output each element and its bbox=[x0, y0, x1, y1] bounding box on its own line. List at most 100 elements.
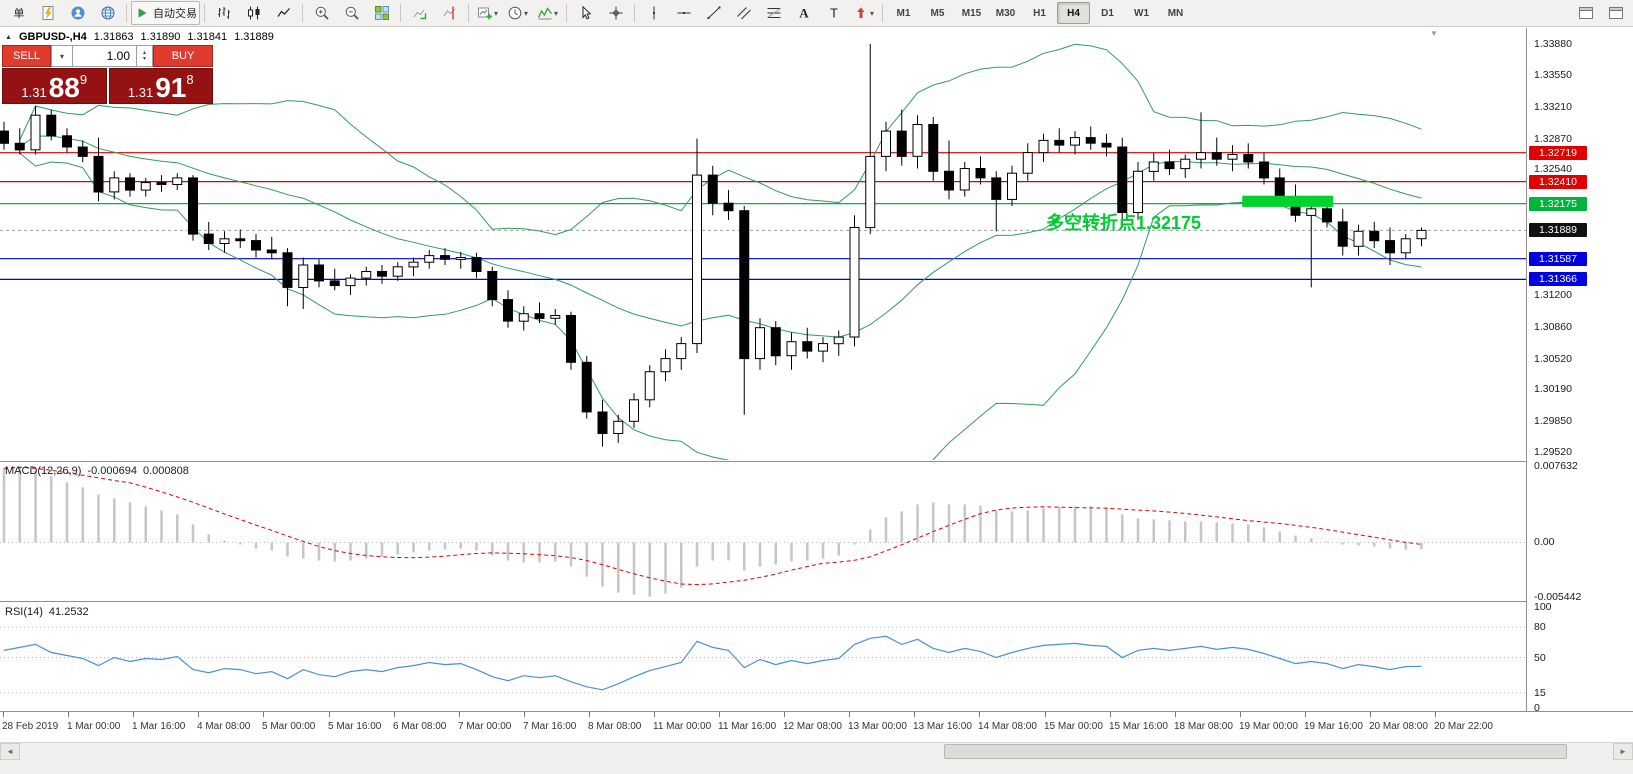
time-tick bbox=[68, 712, 69, 717]
toolbar-separator bbox=[204, 4, 205, 22]
toolbar-separator bbox=[882, 4, 883, 22]
arrows-tool-button[interactable]: ▾ bbox=[849, 1, 878, 25]
buy-button[interactable]: BUY bbox=[153, 45, 213, 67]
vline-icon bbox=[646, 5, 662, 21]
buy-price-display[interactable]: 1.31 91 8 bbox=[108, 68, 213, 104]
tile-windows-button[interactable] bbox=[367, 1, 396, 25]
timeframe-h1[interactable]: H1 bbox=[1033, 7, 1046, 19]
channel-tool-button[interactable] bbox=[729, 1, 758, 25]
chart-menu-icon[interactable]: ▲ bbox=[5, 33, 12, 41]
trendline-tool-button[interactable] bbox=[699, 1, 728, 25]
cursor-tool-button[interactable] bbox=[571, 1, 600, 25]
play-icon bbox=[134, 5, 150, 21]
main-toolbar: 单 自动交易 ▾ ▾ ▾ A T ▾ M1 M5 M15 M30 H1 H4 D1 W1 MN bbox=[0, 0, 1633, 27]
time-label: 11 Mar 00:00 bbox=[653, 721, 712, 732]
price-level-badge: 1.31366 bbox=[1529, 272, 1587, 286]
time-tick bbox=[914, 712, 915, 717]
timeframe-d1[interactable]: D1 bbox=[1101, 7, 1114, 19]
window-bottom-edge bbox=[0, 760, 1633, 774]
highlight-zone[interactable] bbox=[1242, 195, 1333, 207]
time-label: 6 Mar 08:00 bbox=[393, 721, 447, 732]
rsi-scale-label: 80 bbox=[1534, 621, 1546, 633]
rsi-line bbox=[3, 635, 1422, 691]
volume-input[interactable] bbox=[73, 45, 137, 67]
pane-resize-handle[interactable] bbox=[0, 461, 1633, 462]
scrollbar-thumb[interactable] bbox=[943, 744, 1568, 759]
rsi-value: 41.2532 bbox=[48, 606, 89, 618]
rsi-canvas[interactable] bbox=[0, 603, 1526, 711]
time-tick bbox=[263, 712, 264, 717]
autotrading-button[interactable]: 自动交易 bbox=[131, 1, 200, 25]
bar-chart-mode-button[interactable] bbox=[209, 1, 238, 25]
label-tool-button[interactable]: T bbox=[819, 1, 848, 25]
timeframe-m30[interactable]: M30 bbox=[995, 7, 1016, 19]
zoom-in-button[interactable] bbox=[307, 1, 336, 25]
volume-stepper[interactable]: ▴ ▾ bbox=[137, 45, 153, 67]
order-menu-button[interactable]: 单 bbox=[3, 1, 32, 25]
macd-canvas[interactable] bbox=[0, 462, 1526, 601]
time-label: 4 Mar 08:00 bbox=[197, 721, 251, 732]
time-tick bbox=[198, 712, 199, 717]
bollinger-band-line bbox=[19, 152, 1422, 495]
sell-button[interactable]: SELL bbox=[2, 45, 51, 67]
window-list-button[interactable] bbox=[1571, 1, 1600, 25]
timeframe-m1[interactable]: M1 bbox=[896, 7, 911, 19]
sell-price-display[interactable]: 1.31 88 9 bbox=[2, 68, 107, 104]
timeframe-h4[interactable]: H4 bbox=[1057, 2, 1090, 24]
candles-icon bbox=[246, 5, 262, 21]
candlestick-mode-button[interactable] bbox=[239, 1, 268, 25]
rsi-pane[interactable] bbox=[0, 603, 1526, 716]
timeframe-m5[interactable]: M5 bbox=[930, 7, 945, 19]
text-tool-button[interactable]: A bbox=[789, 1, 818, 25]
clock-icon bbox=[507, 5, 523, 21]
scroll-left-button[interactable]: ◄ bbox=[0, 743, 20, 760]
time-tick bbox=[784, 712, 785, 717]
workspace-button[interactable] bbox=[1601, 1, 1630, 25]
profile-icon bbox=[70, 5, 86, 21]
rsi-scale-label: 0 bbox=[1534, 702, 1540, 714]
pane-resize-handle[interactable] bbox=[0, 601, 1633, 602]
crosshair-tool-button[interactable] bbox=[601, 1, 630, 25]
zoom-out-button[interactable] bbox=[337, 1, 366, 25]
time-axis[interactable]: 28 Feb 2019 1 Mar 00:00 1 Mar 16:00 4 Mar 0… bbox=[0, 712, 1526, 742]
timeframe-m15[interactable]: M15 bbox=[961, 7, 982, 19]
time-tick bbox=[654, 712, 655, 717]
line-chart-mode-button[interactable] bbox=[269, 1, 298, 25]
price-tick-label: 1.30190 bbox=[1534, 383, 1572, 395]
chart-shift-button[interactable] bbox=[435, 1, 464, 25]
scroll-right-button[interactable]: ► bbox=[1613, 743, 1633, 760]
volume-preset-dropdown[interactable]: ▾ bbox=[51, 45, 73, 67]
ohlc-open: 1.31863 bbox=[93, 31, 134, 43]
macd-pane[interactable] bbox=[0, 462, 1526, 606]
auto-scroll-button[interactable] bbox=[405, 1, 434, 25]
price-chart-pane[interactable] bbox=[0, 28, 1526, 495]
price-chart-canvas[interactable] bbox=[0, 28, 1526, 495]
rsi-scale-label: 100 bbox=[1534, 601, 1552, 613]
price-tick-label: 1.33550 bbox=[1534, 69, 1572, 81]
profile-button[interactable] bbox=[63, 1, 92, 25]
text-a-icon: A bbox=[796, 5, 812, 21]
chevron-down-icon: ▾ bbox=[523, 8, 528, 18]
horizontal-line-tool-button[interactable] bbox=[669, 1, 698, 25]
indicators-button[interactable]: ▾ bbox=[533, 1, 562, 25]
community-button[interactable] bbox=[93, 1, 122, 25]
timeframe-mn[interactable]: MN bbox=[1167, 7, 1184, 19]
bollinger-band-line bbox=[19, 135, 1422, 338]
macd-label: MACD(12,26,9) -0.000694 0.000808 bbox=[5, 465, 189, 477]
buy-price-prefix: 1.31 bbox=[127, 85, 154, 100]
price-axis[interactable]: 1.33880 1.33550 1.33210 1.32870 1.32540 1.312… bbox=[1527, 28, 1633, 714]
time-tick bbox=[979, 712, 980, 717]
chart-annotation[interactable]: 多空转折点1.32175 bbox=[1046, 213, 1202, 233]
new-order-button[interactable] bbox=[33, 1, 62, 25]
scrollbar-track[interactable] bbox=[20, 743, 1613, 760]
time-label: 14 Mar 08:00 bbox=[978, 721, 1037, 732]
time-label: 15 Mar 16:00 bbox=[1109, 721, 1168, 732]
label-t-icon: T bbox=[826, 5, 842, 21]
new-chart-button[interactable]: ▾ bbox=[473, 1, 502, 25]
timeframe-w1[interactable]: W1 bbox=[1134, 7, 1149, 19]
vertical-line-tool-button[interactable] bbox=[639, 1, 668, 25]
fibonacci-tool-button[interactable] bbox=[759, 1, 788, 25]
price-tick-label: 1.31200 bbox=[1534, 289, 1572, 301]
periods-button[interactable]: ▾ bbox=[503, 1, 532, 25]
